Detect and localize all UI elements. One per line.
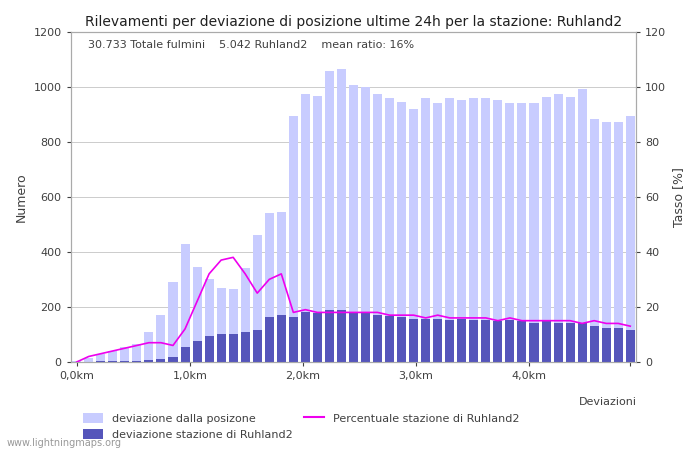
Bar bbox=[421, 98, 430, 362]
Bar bbox=[265, 317, 274, 362]
Bar bbox=[204, 279, 214, 362]
Bar bbox=[156, 359, 165, 362]
Y-axis label: Numero: Numero bbox=[15, 172, 28, 221]
Bar bbox=[505, 103, 514, 362]
Bar bbox=[229, 289, 238, 362]
Bar bbox=[84, 358, 93, 362]
Bar bbox=[181, 243, 190, 362]
Bar bbox=[578, 323, 587, 362]
Bar bbox=[289, 316, 298, 362]
Bar bbox=[626, 330, 635, 362]
Bar bbox=[494, 100, 503, 362]
Bar bbox=[445, 320, 454, 362]
Bar bbox=[457, 319, 466, 362]
Bar bbox=[566, 323, 575, 362]
Bar bbox=[542, 97, 551, 362]
Bar bbox=[144, 360, 153, 362]
Bar bbox=[578, 89, 587, 362]
Bar bbox=[72, 360, 81, 362]
Bar bbox=[589, 119, 598, 362]
Bar bbox=[156, 315, 165, 362]
Bar bbox=[529, 323, 538, 362]
Y-axis label: Tasso [%]: Tasso [%] bbox=[672, 167, 685, 227]
Text: Deviazioni: Deviazioni bbox=[579, 397, 637, 407]
Bar bbox=[108, 361, 118, 362]
Bar bbox=[349, 85, 358, 362]
Bar bbox=[337, 310, 346, 362]
Bar bbox=[614, 122, 623, 362]
Bar bbox=[410, 319, 418, 362]
Bar bbox=[589, 326, 598, 362]
Bar bbox=[482, 320, 491, 362]
Bar bbox=[373, 315, 382, 362]
Bar bbox=[397, 317, 406, 362]
Bar bbox=[325, 310, 334, 362]
Bar bbox=[445, 98, 454, 362]
Bar bbox=[265, 213, 274, 362]
Bar bbox=[626, 116, 635, 362]
Text: 30.733 Totale fulmini    5.042 Ruhland2    mean ratio: 16%: 30.733 Totale fulmini 5.042 Ruhland2 mea… bbox=[88, 40, 414, 50]
Bar bbox=[385, 316, 394, 362]
Bar bbox=[542, 321, 551, 362]
Bar bbox=[325, 72, 334, 362]
Bar bbox=[373, 94, 382, 362]
Bar bbox=[361, 86, 370, 362]
Bar bbox=[193, 267, 202, 362]
Bar bbox=[108, 351, 118, 362]
Bar bbox=[529, 103, 538, 362]
Bar bbox=[276, 315, 286, 362]
Bar bbox=[517, 103, 526, 362]
Bar bbox=[97, 354, 105, 362]
Bar bbox=[181, 347, 190, 362]
Bar bbox=[301, 312, 310, 362]
Bar bbox=[241, 268, 250, 362]
Bar bbox=[482, 98, 491, 362]
Bar bbox=[132, 360, 141, 362]
Bar bbox=[494, 321, 503, 362]
Bar bbox=[241, 332, 250, 362]
Bar bbox=[397, 102, 406, 362]
Bar bbox=[169, 282, 178, 362]
Bar bbox=[349, 312, 358, 362]
Bar bbox=[602, 328, 610, 362]
Bar bbox=[144, 332, 153, 362]
Bar bbox=[313, 313, 322, 362]
Bar bbox=[421, 319, 430, 362]
Bar bbox=[169, 357, 178, 362]
Bar bbox=[554, 323, 563, 362]
Bar bbox=[433, 319, 442, 362]
Bar bbox=[204, 336, 214, 362]
Bar bbox=[216, 334, 225, 362]
Title: Rilevamenti per deviazione di posizione ultime 24h per la stazione: Ruhland2: Rilevamenti per deviazione di posizione … bbox=[85, 15, 622, 29]
Bar bbox=[289, 116, 298, 362]
Bar bbox=[253, 330, 262, 362]
Bar bbox=[614, 328, 623, 362]
Bar bbox=[457, 100, 466, 362]
Bar bbox=[120, 361, 130, 362]
Bar bbox=[301, 94, 310, 362]
Bar bbox=[505, 320, 514, 362]
Bar bbox=[216, 288, 225, 362]
Bar bbox=[193, 341, 202, 362]
Bar bbox=[410, 108, 418, 362]
Bar bbox=[313, 96, 322, 362]
Bar bbox=[517, 321, 526, 362]
Bar bbox=[469, 98, 478, 362]
Bar bbox=[361, 313, 370, 362]
Bar bbox=[132, 344, 141, 362]
Bar bbox=[253, 235, 262, 362]
Bar bbox=[566, 97, 575, 362]
Bar bbox=[602, 122, 610, 362]
Bar bbox=[97, 361, 105, 362]
Legend: deviazione dalla posizone, deviazione stazione di Ruhland2, Percentuale stazione: deviazione dalla posizone, deviazione st… bbox=[83, 413, 519, 440]
Bar bbox=[229, 334, 238, 362]
Bar bbox=[337, 69, 346, 362]
Bar bbox=[276, 212, 286, 362]
Bar bbox=[120, 347, 130, 362]
Text: www.lightningmaps.org: www.lightningmaps.org bbox=[7, 438, 122, 448]
Bar bbox=[554, 94, 563, 362]
Bar bbox=[433, 103, 442, 362]
Bar bbox=[469, 320, 478, 362]
Bar bbox=[385, 98, 394, 362]
